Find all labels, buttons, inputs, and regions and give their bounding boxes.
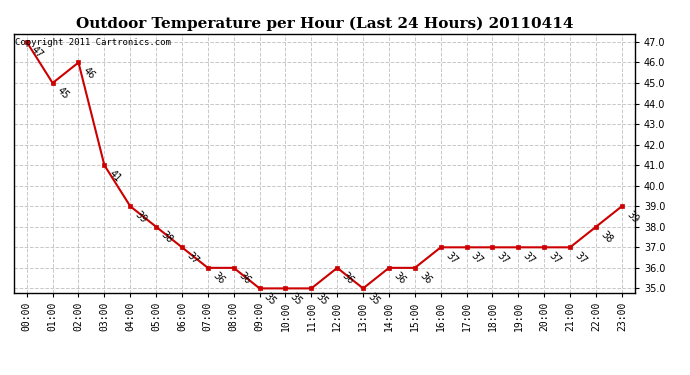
- Text: 36: 36: [392, 271, 408, 286]
- Text: 37: 37: [469, 250, 485, 266]
- Text: 37: 37: [444, 250, 460, 266]
- Text: 39: 39: [133, 209, 149, 225]
- Text: 38: 38: [599, 230, 615, 245]
- Text: Copyright 2011 Cartronics.com: Copyright 2011 Cartronics.com: [15, 38, 171, 46]
- Text: 35: 35: [288, 291, 304, 307]
- Title: Outdoor Temperature per Hour (Last 24 Hours) 20110414: Outdoor Temperature per Hour (Last 24 Ho…: [75, 17, 573, 31]
- Text: 37: 37: [547, 250, 563, 266]
- Text: 37: 37: [185, 250, 201, 266]
- Text: 35: 35: [262, 291, 278, 307]
- Text: 36: 36: [237, 271, 253, 286]
- Text: 37: 37: [521, 250, 537, 266]
- Text: 45: 45: [55, 86, 71, 102]
- Text: 36: 36: [210, 271, 226, 286]
- Text: 35: 35: [314, 291, 330, 307]
- Text: 37: 37: [573, 250, 589, 266]
- Text: 39: 39: [624, 209, 640, 225]
- Text: 36: 36: [417, 271, 433, 286]
- Text: 35: 35: [366, 291, 382, 307]
- Text: 47: 47: [30, 45, 46, 61]
- Text: 36: 36: [340, 271, 356, 286]
- Text: 46: 46: [81, 65, 97, 81]
- Text: 37: 37: [495, 250, 511, 266]
- Text: 38: 38: [159, 230, 175, 245]
- Text: 41: 41: [107, 168, 123, 184]
